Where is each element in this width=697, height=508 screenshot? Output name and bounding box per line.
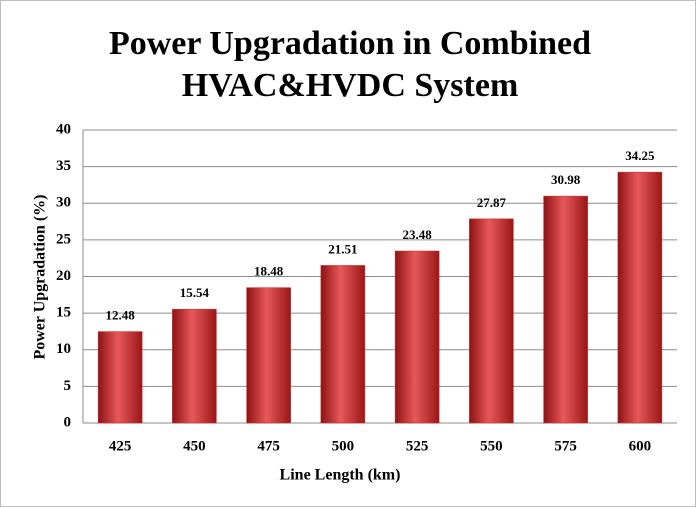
bar xyxy=(97,331,143,424)
x-tick-label: 525 xyxy=(406,438,429,454)
chart-title: Power Upgradation in Combined xyxy=(109,25,591,62)
value-label: 34.25 xyxy=(625,148,655,163)
bar xyxy=(320,265,366,424)
x-tick-label: 475 xyxy=(257,438,280,454)
y-tick-label: 25 xyxy=(56,231,71,247)
y-axis-title: Power Upgradation (%) xyxy=(32,194,49,359)
chart-title: HVAC&HVDC System xyxy=(182,67,519,104)
value-label: 12.48 xyxy=(106,308,136,323)
x-axis-title: Line Length (km) xyxy=(280,467,401,484)
value-label: 21.51 xyxy=(328,241,357,256)
bar xyxy=(543,195,588,424)
value-label: 23.48 xyxy=(403,227,433,242)
y-tick-label: 40 xyxy=(56,121,71,137)
x-tick-label: 575 xyxy=(554,438,577,454)
y-tick-label: 35 xyxy=(56,158,71,174)
value-label: 27.87 xyxy=(477,195,507,210)
y-tick-label: 0 xyxy=(64,414,72,430)
y-tick-label: 30 xyxy=(56,195,71,211)
x-tick-label: 425 xyxy=(109,438,132,454)
bar xyxy=(246,287,291,424)
bar xyxy=(394,250,440,424)
y-tick-label: 5 xyxy=(64,378,72,394)
bar xyxy=(172,308,217,424)
bar xyxy=(469,218,514,424)
x-tick-label: 600 xyxy=(629,438,652,454)
value-label: 30.98 xyxy=(551,172,581,187)
y-tick-label: 20 xyxy=(56,268,71,284)
x-tick-label: 500 xyxy=(332,438,355,454)
bar xyxy=(617,171,663,424)
y-tick-label: 10 xyxy=(56,341,71,357)
value-label: 18.48 xyxy=(254,264,284,279)
x-tick-label: 450 xyxy=(183,438,206,454)
x-tick-label: 550 xyxy=(480,438,503,454)
value-label: 15.54 xyxy=(180,285,210,300)
y-tick-label: 15 xyxy=(56,305,71,321)
